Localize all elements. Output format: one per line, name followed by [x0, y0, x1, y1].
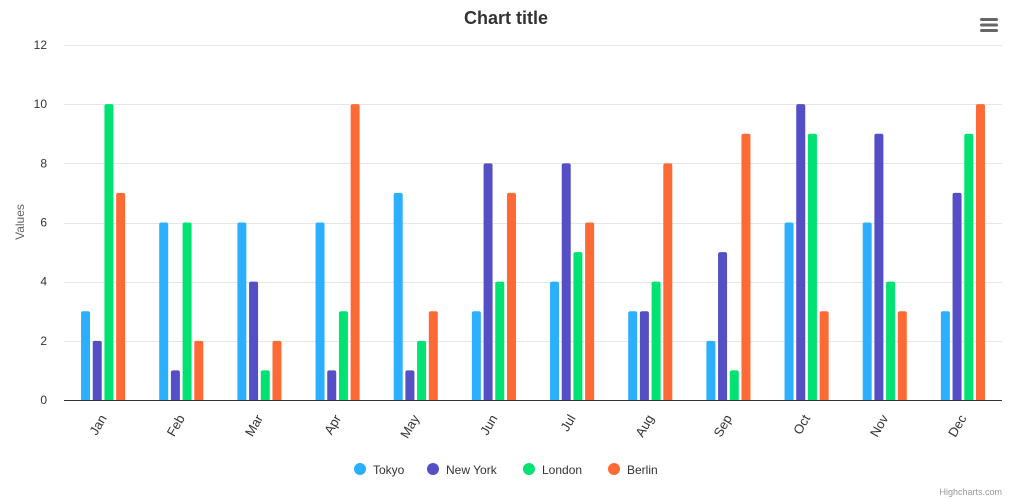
bar-london-nov[interactable]: [886, 281, 896, 400]
legend-item-london[interactable]: London: [523, 463, 582, 477]
bar-new-york-mar[interactable]: [249, 281, 259, 400]
bar-tokyo-jul[interactable]: [550, 281, 560, 400]
y-tick-label: 12: [34, 38, 48, 52]
bar-london-jul[interactable]: [573, 252, 583, 400]
bar-tokyo-oct[interactable]: [784, 222, 794, 401]
bar-new-york-sep[interactable]: [718, 252, 728, 400]
bar-london-sep[interactable]: [729, 370, 739, 400]
legend-item-new-york[interactable]: New York: [427, 463, 498, 477]
bars: [81, 104, 985, 401]
legend-item-berlin[interactable]: Berlin: [608, 463, 658, 477]
x-tick-label: Mar: [242, 411, 267, 438]
bar-tokyo-may[interactable]: [393, 192, 403, 400]
legend-symbol: [354, 463, 366, 475]
y-axis-title: Values: [13, 204, 27, 240]
bar-new-york-apr[interactable]: [327, 370, 337, 400]
bar-berlin-aug[interactable]: [663, 163, 673, 400]
credits-link[interactable]: Highcharts.com: [939, 487, 1002, 497]
legend-label: New York: [446, 463, 498, 477]
hamburger-menu-icon: [980, 18, 998, 32]
bar-new-york-feb[interactable]: [170, 370, 180, 400]
x-tick-label: Feb: [164, 412, 188, 439]
bar-tokyo-mar[interactable]: [237, 222, 247, 401]
bar-new-york-nov[interactable]: [874, 133, 884, 400]
bar-berlin-mar[interactable]: [272, 340, 282, 400]
bar-tokyo-jan[interactable]: [81, 311, 91, 400]
bar-london-mar[interactable]: [260, 370, 270, 400]
bar-new-york-may[interactable]: [405, 370, 415, 400]
y-tick-label: 8: [40, 156, 47, 170]
x-tick-label: Aug: [632, 412, 657, 440]
x-tick-label: Nov: [867, 412, 892, 440]
x-tick-label: Apr: [321, 411, 344, 437]
bar-london-dec[interactable]: [964, 133, 974, 400]
bar-berlin-oct[interactable]: [819, 311, 829, 400]
bar-new-york-jul[interactable]: [561, 163, 571, 400]
y-tick-label: 2: [40, 334, 47, 348]
chart-title: Chart title: [464, 8, 548, 28]
bar-berlin-may[interactable]: [428, 311, 438, 400]
x-tick-label: Jul: [557, 412, 578, 434]
y-tick-label: 0: [40, 393, 47, 407]
bar-tokyo-apr[interactable]: [315, 222, 325, 401]
legend: Tokyo New York London Berlin: [354, 463, 658, 477]
legend-symbol: [427, 463, 439, 475]
bar-berlin-dec[interactable]: [975, 104, 985, 401]
bar-tokyo-feb[interactable]: [159, 222, 169, 401]
x-tick-label: May: [397, 412, 423, 441]
x-tick-label: Dec: [945, 412, 970, 440]
bar-berlin-jan[interactable]: [116, 192, 126, 400]
y-tick-label: 10: [34, 97, 48, 111]
legend-item-tokyo[interactable]: Tokyo: [354, 463, 405, 477]
y-axis-ticks: 0 2 4 6 8 10 12: [34, 38, 48, 407]
gridlines: [64, 45, 1002, 342]
menu-button[interactable]: [976, 12, 1002, 36]
bar-london-aug[interactable]: [651, 281, 661, 400]
bar-london-jan[interactable]: [104, 104, 114, 401]
bar-new-york-jun[interactable]: [483, 163, 493, 400]
legend-label: Berlin: [627, 463, 658, 477]
legend-label: London: [542, 463, 582, 477]
y-tick-label: 4: [40, 275, 47, 289]
y-tick-label: 6: [40, 216, 47, 230]
bar-tokyo-nov[interactable]: [862, 222, 872, 401]
bar-new-york-oct[interactable]: [796, 104, 806, 401]
bar-new-york-jan[interactable]: [92, 340, 102, 400]
bar-berlin-apr[interactable]: [350, 104, 360, 401]
bar-new-york-dec[interactable]: [952, 192, 962, 400]
x-axis-ticks: Jan Feb Mar Apr May Jun Jul Aug Sep Oct Nov Dec: [86, 411, 970, 440]
bar-tokyo-aug[interactable]: [628, 311, 638, 400]
bar-london-feb[interactable]: [182, 222, 192, 401]
bar-new-york-aug[interactable]: [639, 311, 649, 400]
bar-berlin-nov[interactable]: [897, 311, 907, 400]
bar-berlin-jun[interactable]: [506, 192, 516, 400]
bar-tokyo-dec[interactable]: [940, 311, 950, 400]
legend-label: Tokyo: [373, 463, 405, 477]
bar-london-jun[interactable]: [495, 281, 505, 400]
bar-london-may[interactable]: [417, 340, 427, 400]
bar-berlin-sep[interactable]: [741, 133, 751, 400]
x-tick-label: Oct: [790, 412, 813, 437]
legend-symbol: [523, 463, 535, 475]
x-tick-label: Jun: [477, 412, 500, 438]
legend-symbol: [608, 463, 620, 475]
bar-tokyo-sep[interactable]: [706, 340, 716, 400]
bar-london-apr[interactable]: [338, 311, 348, 400]
bar-berlin-feb[interactable]: [194, 340, 204, 400]
x-tick-label: Sep: [710, 412, 735, 440]
x-tick-label: Jan: [86, 412, 109, 438]
bar-berlin-jul[interactable]: [585, 222, 595, 401]
bar-tokyo-jun[interactable]: [471, 311, 481, 400]
bar-london-oct[interactable]: [807, 133, 817, 400]
